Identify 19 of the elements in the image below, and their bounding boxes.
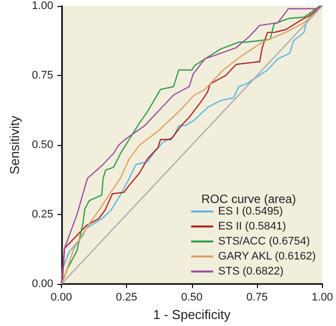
x-tick-label: 0.25 [116,292,138,304]
legend-label: ES II (0.5841) [218,220,286,232]
legend-label: STS (0.6822) [218,266,284,278]
y-tick-label: 0.50 [32,139,54,152]
y-tick-label: 1.00 [32,0,54,12]
line-series [60,5,323,285]
legend-label: GARY AKL (0.6162) [218,250,316,262]
y-tick-label: 0.00 [32,278,54,290]
legend-title: ROC curve (area) [201,192,296,206]
legend-label: ES I (0.5495) [218,206,283,218]
x-tick-label: 0.00 [50,292,72,304]
legend-label: STS/ACC (0.6754) [218,236,310,248]
y-tick-label: 0.25 [32,208,54,221]
x-tick-label: 1.00 [312,292,334,304]
x-tick-label: 0.50 [181,292,203,304]
x-axis-title: 1 - Specificity [153,307,231,322]
y-axis-title: Sensitivity [7,115,22,174]
x-tick-label: 0.75 [246,292,268,304]
y-tick-label: 0.75 [32,70,54,82]
